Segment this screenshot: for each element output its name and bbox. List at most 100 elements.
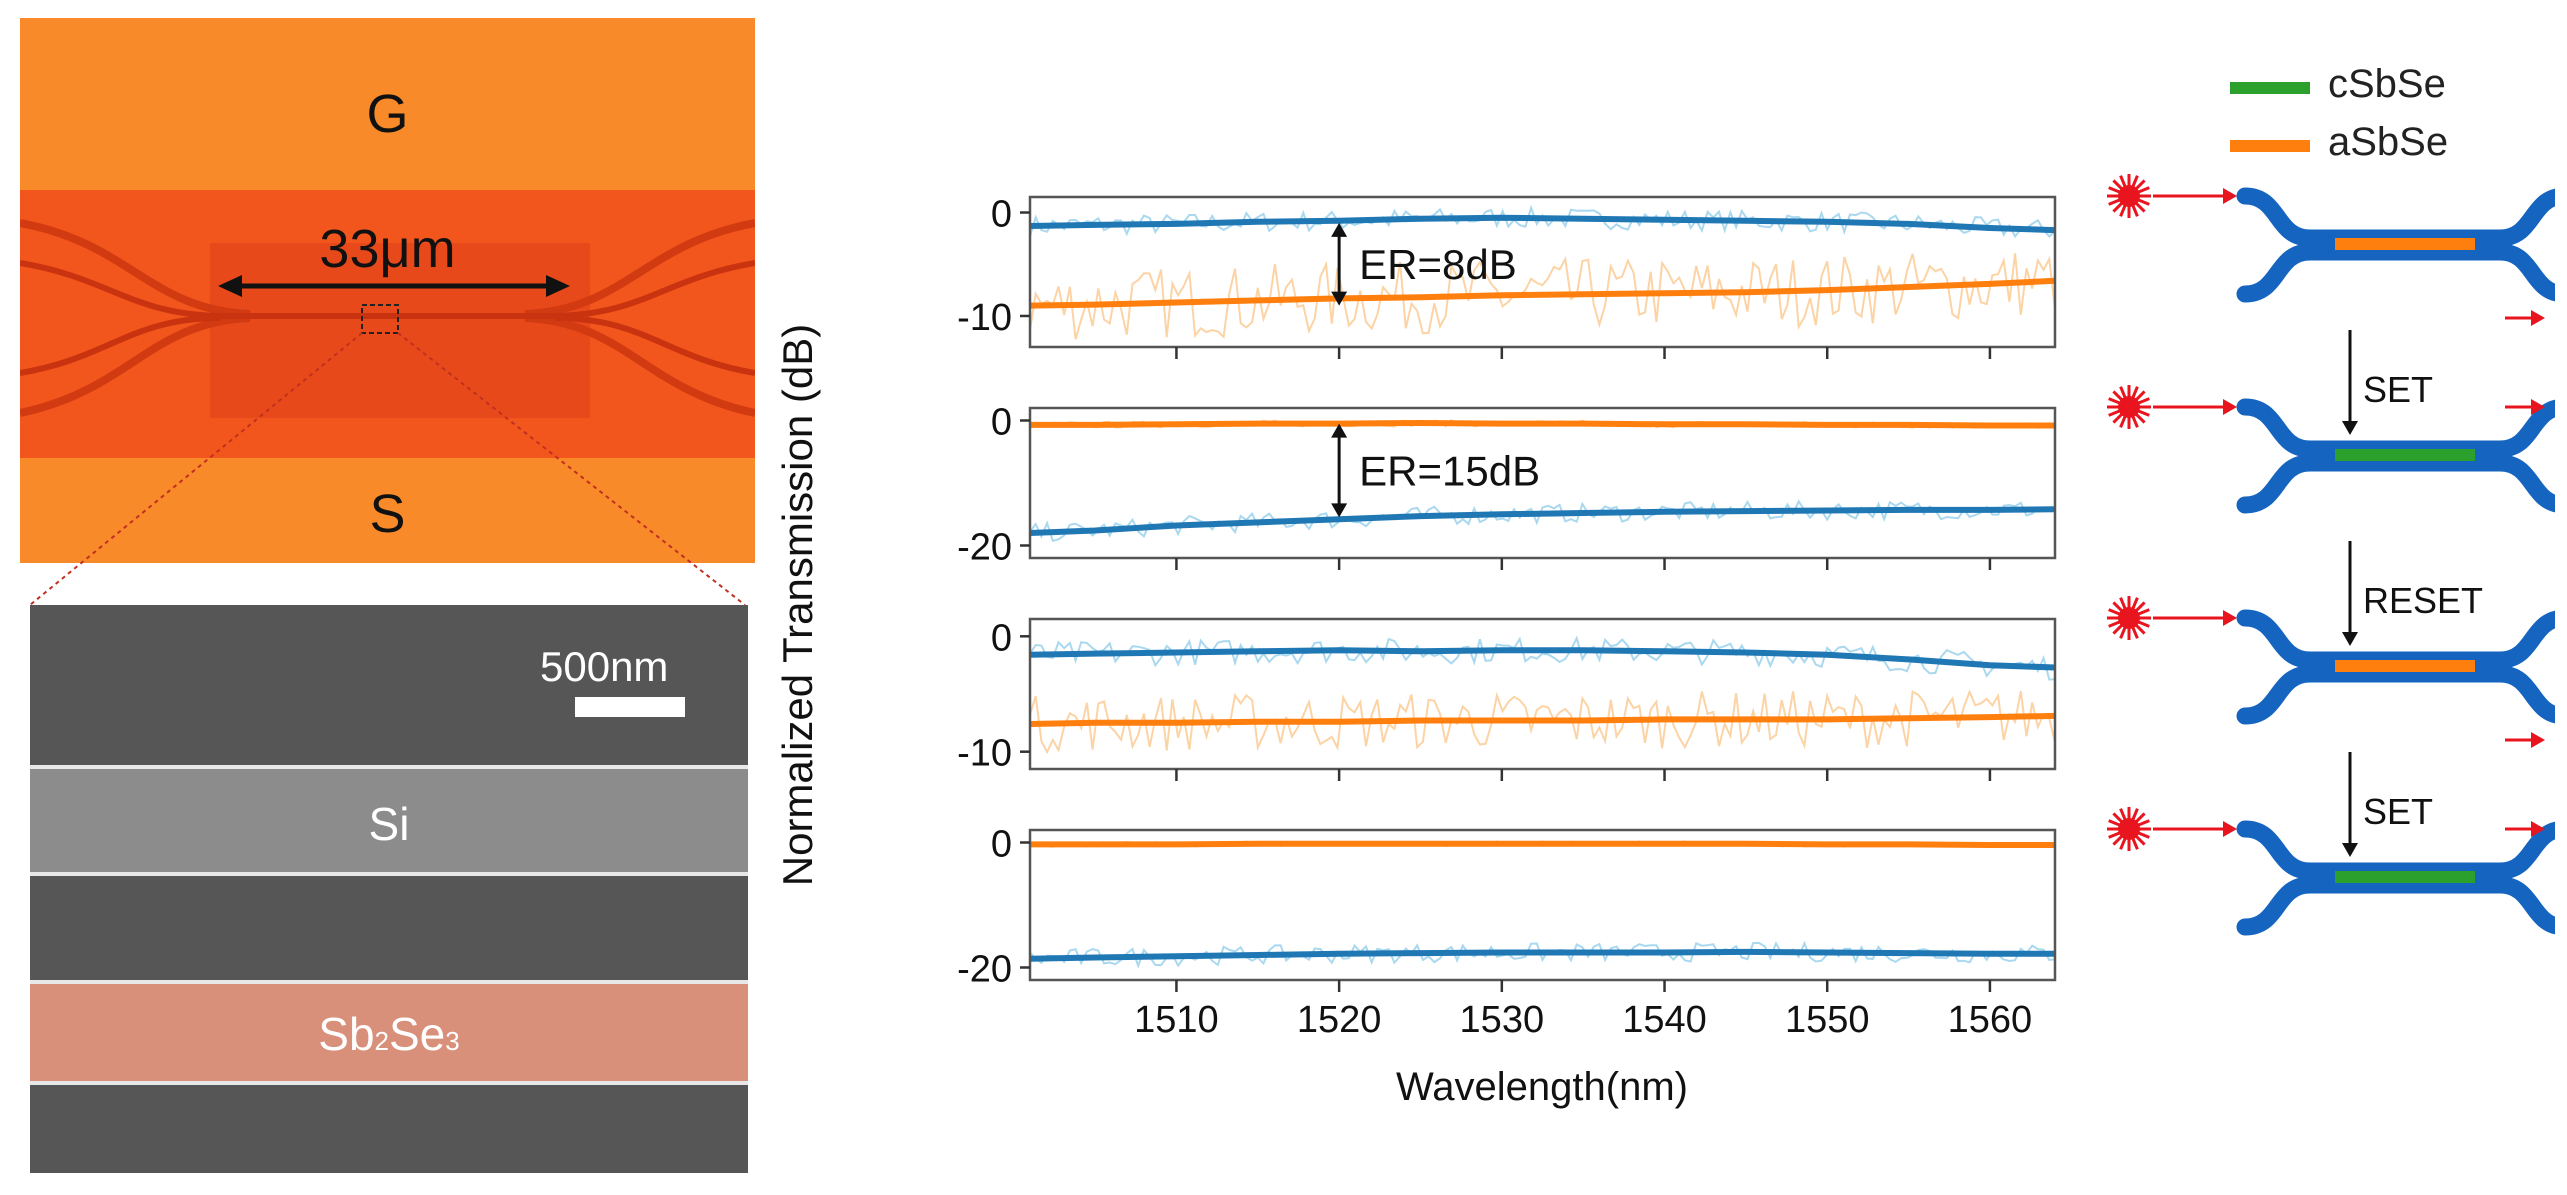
- legend-label-asbse: aSbSe: [2328, 120, 2449, 164]
- waveguide-curve: [19, 260, 221, 319]
- output-arrow-through-head: [2531, 399, 2545, 415]
- laser-ray: [2135, 202, 2146, 213]
- sem-gap: [30, 1081, 748, 1085]
- heater-region: [210, 243, 590, 418]
- input-arrow-head: [2223, 188, 2237, 204]
- laser-ray: [2119, 626, 2127, 639]
- laser-ray: [2135, 624, 2146, 635]
- waveguide-curve: [524, 314, 756, 417]
- sem-gap: [30, 980, 748, 984]
- laser-ray: [2131, 597, 2139, 610]
- input-arrow: [2153, 188, 2237, 204]
- waveguide-curve: [554, 315, 756, 376]
- y-tick-label: -20: [957, 949, 1012, 991]
- micrograph-top-label: G: [366, 84, 409, 144]
- output-arrow-through: [2505, 399, 2545, 415]
- laser-ray: [2137, 397, 2150, 405]
- series-line-orange: [1029, 277, 2056, 309]
- laser-ray: [2137, 608, 2150, 616]
- laser-ray: [2119, 175, 2127, 188]
- pcm-legend: cSbSe aSbSe: [2230, 60, 2550, 210]
- zoom-guide-lines: [29, 332, 746, 606]
- output-arrow-drop-head: [2531, 310, 2545, 326]
- sb2se3-label-base: Sb: [318, 1008, 375, 1060]
- x-tick-label: 1530: [1460, 999, 1545, 1041]
- x-tick-label: 1560: [1948, 999, 2033, 1041]
- laser-ray: [2137, 198, 2150, 206]
- waveguide-curve: [19, 219, 251, 318]
- series-line-blue: [1029, 506, 2056, 536]
- micrograph-image: [19, 18, 756, 563]
- laser-ray: [2112, 835, 2123, 846]
- input-arrow-head: [2223, 399, 2237, 415]
- laser-core: [2118, 396, 2140, 418]
- bus-waveguide-bottom: [2236, 243, 2555, 303]
- bus-waveguide-top: [2236, 398, 2555, 458]
- output-arrow-drop: [2505, 732, 2545, 748]
- laser-core: [2118, 185, 2140, 207]
- chart-xlabel: Wavelength(nm): [1396, 1065, 1688, 1109]
- y-tick-label: 0: [991, 617, 1012, 659]
- laser-ray: [2108, 409, 2121, 417]
- er-annotation-label: ER=8dB: [1359, 241, 1517, 288]
- device-state-4: [2107, 807, 2555, 936]
- laser-ray: [2119, 808, 2127, 821]
- laser-icon: [2107, 596, 2151, 640]
- output-arrow-drop: [2505, 310, 2545, 326]
- laser-icon: [2107, 385, 2151, 429]
- waveguide-curve: [554, 260, 756, 319]
- laser-ray: [2112, 390, 2123, 401]
- laser-ray: [2137, 409, 2150, 417]
- sb2se3-label-sub2: 3: [445, 1026, 460, 1056]
- laser-ray: [2119, 837, 2127, 850]
- laser-ray: [2108, 397, 2121, 405]
- raw-trace-blue: [1029, 635, 2056, 681]
- laser-ray: [2119, 204, 2127, 217]
- device-state-1: [2107, 174, 2555, 326]
- laser-ray: [2108, 608, 2121, 616]
- laser-icon: [2107, 807, 2151, 851]
- bus-waveguide-bottom: [2236, 665, 2555, 725]
- raw-trace-blue: [1029, 499, 2056, 543]
- pcm-patch: [2335, 660, 2475, 672]
- pcm-patch: [2335, 238, 2475, 250]
- panel-frame: [1028, 406, 2057, 560]
- laser-ray: [2108, 831, 2121, 839]
- laser-ray: [2108, 819, 2121, 827]
- bus-waveguide-bottom: [2236, 876, 2555, 936]
- series-line-orange: [1029, 712, 2056, 727]
- x-tick-label: 1550: [1785, 999, 1870, 1041]
- laser-ray: [2108, 620, 2121, 628]
- panel-frame: [1028, 828, 2057, 982]
- panel-frame: [1028, 617, 2057, 771]
- laser-ray: [2112, 179, 2123, 190]
- bus-waveguide-top: [2236, 820, 2555, 880]
- dimension-arrowhead: [546, 275, 570, 297]
- sb2se3-label-sub1: 2: [374, 1026, 389, 1056]
- waveguide-curve: [524, 219, 756, 318]
- micrograph-length-label: 33μm: [319, 219, 456, 279]
- input-arrow-head: [2223, 821, 2237, 837]
- y-tick-label: 0: [991, 194, 1012, 236]
- y-tick-label: 0: [991, 824, 1012, 866]
- output-arrow-drop-head: [2531, 732, 2545, 748]
- chart-ylabel: Normalized Transmission (dB): [774, 324, 821, 887]
- laser-ray: [2135, 390, 2146, 401]
- transition-label-1: SET: [2363, 369, 2433, 410]
- y-tick-label: -10: [957, 733, 1012, 775]
- y-tick-label: -10: [957, 297, 1012, 339]
- laser-ray: [2131, 808, 2139, 821]
- er-arrowhead: [1331, 503, 1348, 518]
- laser-ray: [2131, 204, 2139, 217]
- input-arrow: [2153, 821, 2237, 837]
- laser-ray: [2131, 386, 2139, 399]
- laser-ray: [2131, 175, 2139, 188]
- sem-panel: 500nm Si Sb2Se3: [30, 605, 748, 1173]
- scale-bar-label: 500nm: [540, 643, 669, 690]
- y-tick-label: -20: [957, 527, 1012, 569]
- laser-ray: [2137, 186, 2150, 194]
- laser-ray: [2131, 626, 2139, 639]
- micrograph-panel: G S 33μm: [19, 18, 756, 563]
- chart-panel-4: 0 -20: [957, 824, 2057, 992]
- laser-ray: [2135, 413, 2146, 424]
